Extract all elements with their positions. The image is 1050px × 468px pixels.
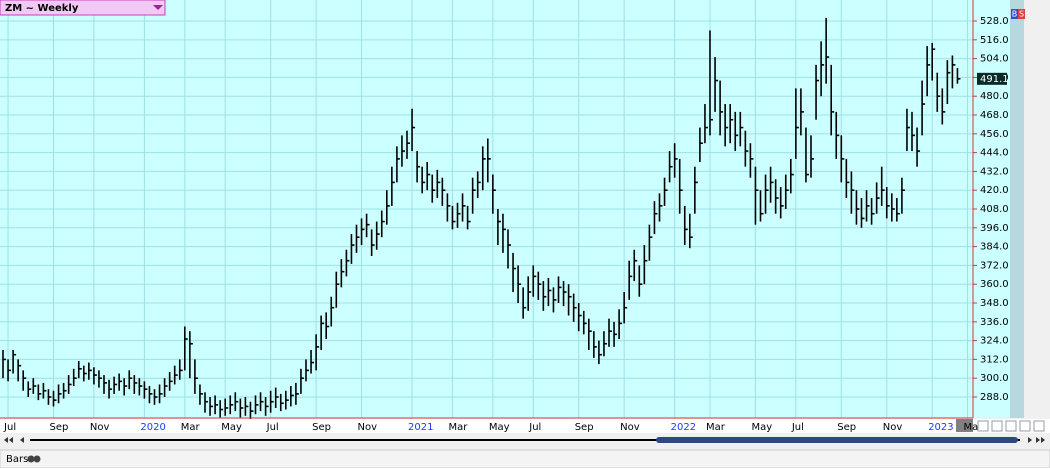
y-tick-label: 480.0 xyxy=(980,91,1009,102)
side-strip xyxy=(1010,0,1024,418)
y-tick-label: 288.0 xyxy=(980,392,1009,403)
x-tick-label: Nov xyxy=(620,422,640,433)
x-tick-label: Mar xyxy=(706,422,726,433)
scroll-start[interactable] xyxy=(4,437,13,443)
tool-button[interactable] xyxy=(977,420,989,432)
y-tick-label: 372.0 xyxy=(980,260,1009,271)
tool-button[interactable] xyxy=(1019,420,1031,432)
y-tick-label: 432.0 xyxy=(980,166,1009,177)
date-cursor xyxy=(956,419,973,432)
x-tick-label: Nov xyxy=(883,422,903,433)
bars xyxy=(2,17,961,419)
y-tick-label: 336.0 xyxy=(980,317,1009,328)
date-axis xyxy=(0,419,1050,433)
sell-label: S xyxy=(1019,10,1024,19)
y-tick-label: 360.0 xyxy=(980,279,1009,290)
y-tick-label: 384.0 xyxy=(980,242,1009,253)
tool-button[interactable] xyxy=(991,420,1003,432)
scroll-thumb[interactable] xyxy=(656,437,1018,443)
price-axis xyxy=(973,0,1010,418)
y-tick-label: 396.0 xyxy=(980,223,1009,234)
y-tick-label: 324.0 xyxy=(980,336,1009,347)
scroll-left[interactable] xyxy=(20,437,24,443)
last-price-box xyxy=(977,72,1007,85)
y-tick-label: 516.0 xyxy=(980,35,1009,46)
tool-button[interactable] xyxy=(1005,420,1017,432)
panel-icon[interactable] xyxy=(33,455,41,463)
toolbar xyxy=(977,420,1045,432)
x-tick-label: Jul xyxy=(528,422,541,433)
buy-label: B xyxy=(1012,10,1018,19)
sell-button[interactable] xyxy=(1018,9,1025,19)
buy-button[interactable] xyxy=(1011,9,1018,19)
scroll-right[interactable] xyxy=(1028,437,1032,443)
x-tick-label: Sep xyxy=(50,422,69,433)
x-tick-label: 2023 xyxy=(928,422,953,433)
x-tick-label: Jul xyxy=(791,422,804,433)
dropdown-arrow[interactable] xyxy=(153,5,163,10)
y-tick-label: 528.0 xyxy=(980,16,1009,27)
x-tick-label: Nov xyxy=(358,422,378,433)
y-tick-label: 468.0 xyxy=(980,110,1009,121)
y-tick-label: 300.0 xyxy=(980,373,1009,384)
y-tick-label: 504.0 xyxy=(980,54,1009,65)
x-tick-label: Ma xyxy=(964,422,979,433)
x-tick-label: Sep xyxy=(837,422,856,433)
x-tick-label: May xyxy=(221,422,242,433)
last-price-label: 491.1 xyxy=(980,74,1009,85)
x-tick-label: Mar xyxy=(181,422,201,433)
tool-button[interactable] xyxy=(1033,420,1045,432)
x-tick-label: Sep xyxy=(575,422,594,433)
scroll-end[interactable] xyxy=(1036,437,1045,443)
x-tick-label: May xyxy=(489,422,510,433)
y-tick-label: 312.0 xyxy=(980,354,1009,365)
panel-icon[interactable] xyxy=(27,455,35,463)
x-tick-label: 2021 xyxy=(408,422,433,433)
symbol-title: ZM ~ Weekly xyxy=(5,3,79,14)
panel-label: Bars xyxy=(6,454,28,465)
x-tick-label: Mar xyxy=(448,422,468,433)
x-tick-label: 2022 xyxy=(671,422,696,433)
x-tick-label: Jul xyxy=(3,422,16,433)
x-tick-label: Nov xyxy=(90,422,110,433)
y-tick-label: 420.0 xyxy=(980,185,1009,196)
y-tick-label: 444.0 xyxy=(980,148,1009,159)
y-tick-label: 348.0 xyxy=(980,298,1009,309)
y-tick-label: 456.0 xyxy=(980,129,1009,140)
status-bar xyxy=(0,449,1050,468)
x-tick-label: Sep xyxy=(312,422,331,433)
symbol-box[interactable] xyxy=(0,0,166,16)
x-tick-label: 2020 xyxy=(140,422,165,433)
y-tick-label: 408.0 xyxy=(980,204,1009,215)
x-tick-label: Jul xyxy=(266,422,279,433)
x-tick-label: May xyxy=(751,422,772,433)
